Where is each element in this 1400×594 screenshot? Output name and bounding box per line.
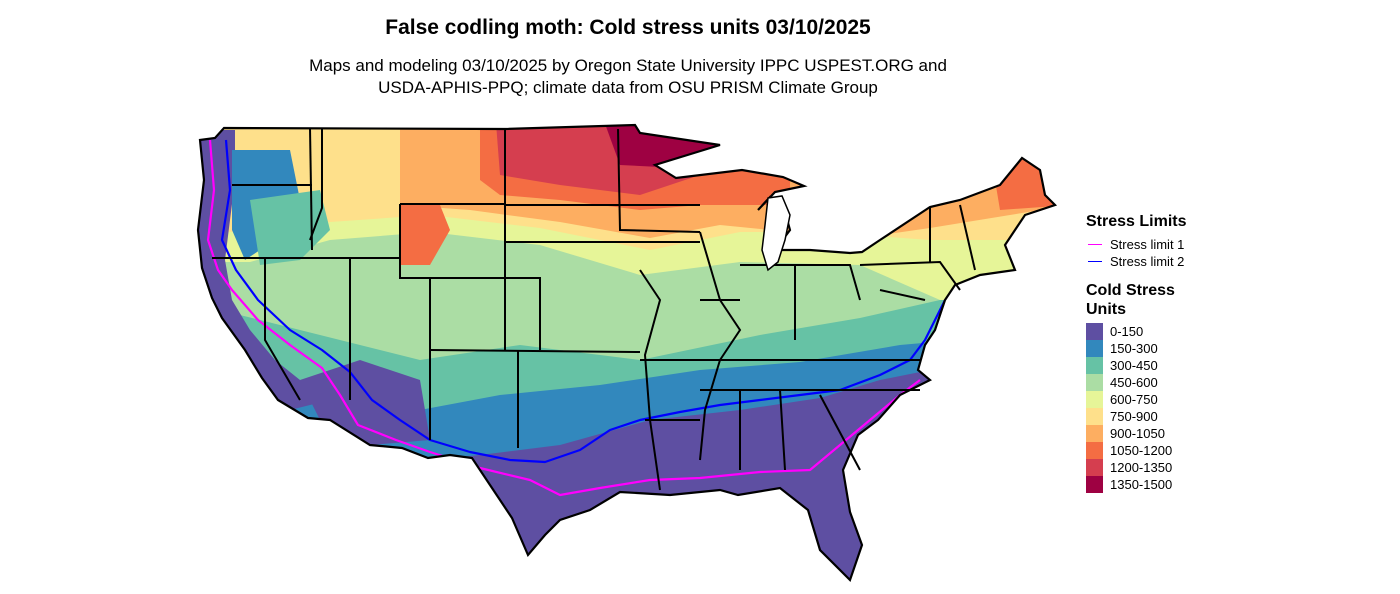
stress-limits-title: Stress Limits xyxy=(1086,213,1187,230)
state-boundary xyxy=(779,389,786,471)
state-boundary xyxy=(617,128,701,233)
subtitle-line-1: Maps and modeling 03/10/2025 by Oregon S… xyxy=(309,56,947,75)
legend-swatch xyxy=(1086,374,1103,391)
legend-swatch xyxy=(1086,425,1103,442)
stress-limit-1-label: Stress limit 1 xyxy=(1110,237,1185,252)
legend-label: 600-750 xyxy=(1110,392,1158,407)
stress-limit-2-contour xyxy=(220,139,946,464)
legend-class-900-1050: 900-1050 xyxy=(1086,425,1286,442)
state-boundary xyxy=(309,127,313,251)
subtitle-line-2: USDA-APHIS-PPQ; climate data from OSU PR… xyxy=(378,78,878,97)
state-boundary xyxy=(819,394,861,471)
state-boundary xyxy=(399,204,431,440)
legend-class-150-300: 150-300 xyxy=(1086,340,1286,357)
legend-label: 1200-1350 xyxy=(1110,460,1173,475)
legend-class-1200-1350: 1200-1350 xyxy=(1086,459,1286,476)
stress-limit-1-line xyxy=(1088,244,1102,245)
state-boundary xyxy=(859,260,961,291)
map-title: False codling moth: Cold stress units 03… xyxy=(385,16,871,39)
state-boundary xyxy=(959,204,976,271)
state-boundary xyxy=(430,277,541,350)
state-boundary xyxy=(795,264,861,301)
stress-limit-2-line xyxy=(1088,261,1102,262)
legend-label: 1350-1500 xyxy=(1110,477,1173,492)
legend-swatch xyxy=(1086,459,1103,476)
legend-class-300-450: 300-450 xyxy=(1086,357,1286,374)
legend-item-stress-limit-2: Stress limit 2 xyxy=(1086,253,1286,270)
legend: Stress Limits Stress limit 1 Stress limi… xyxy=(1086,212,1286,493)
legend-class-1350-1500: 1350-1500 xyxy=(1086,476,1286,493)
state-boundary xyxy=(639,269,662,491)
legend-class-0-150: 0-150 xyxy=(1086,323,1286,340)
legend-item-stress-limit-1: Stress limit 1 xyxy=(1086,236,1286,253)
state-boundary xyxy=(879,289,926,301)
legend-swatch xyxy=(1086,357,1103,374)
band-wyoming-high xyxy=(400,205,450,265)
legend-label: 1050-1200 xyxy=(1110,443,1173,458)
state-boundary xyxy=(309,128,323,241)
cold-stress-units-title: Cold Stress Units xyxy=(1086,282,1175,318)
legend-label: 750-900 xyxy=(1110,409,1158,424)
legend-swatch xyxy=(1086,408,1103,425)
legend-label: 900-1050 xyxy=(1110,426,1165,441)
legend-swatch xyxy=(1086,391,1103,408)
legend-label: 450-600 xyxy=(1110,375,1158,390)
stress-limit-2-label: Stress limit 2 xyxy=(1110,254,1185,269)
lake-michigan xyxy=(761,195,791,272)
legend-label: 150-300 xyxy=(1110,341,1158,356)
band-300-450-interior-nw xyxy=(250,190,330,265)
legend-swatch xyxy=(1086,476,1103,493)
legend-class-1050-1200: 1050-1200 xyxy=(1086,442,1286,459)
legend-label: 0-150 xyxy=(1110,324,1144,339)
legend-swatch xyxy=(1086,323,1103,340)
legend-label: 300-450 xyxy=(1110,358,1158,373)
legend-class-450-600: 450-600 xyxy=(1086,374,1286,391)
legend-class-600-750: 600-750 xyxy=(1086,391,1286,408)
cold-stress-units-list: 0-150 150-300 300-450 450-600 600-750 750-900… xyxy=(1086,323,1286,493)
state-boundary xyxy=(264,258,301,401)
legend-swatch xyxy=(1086,340,1103,357)
state-boundary xyxy=(429,349,641,353)
state-boundary xyxy=(699,231,742,461)
legend-swatch xyxy=(1086,442,1103,459)
band-0-150-pacific xyxy=(198,130,330,410)
legend-class-750-900: 750-900 xyxy=(1086,408,1286,425)
cold-stress-map xyxy=(196,123,1058,583)
map-subtitle: Maps and modeling 03/10/2025 by Oregon S… xyxy=(0,55,1256,99)
band-1050-1200-maine xyxy=(990,150,1055,210)
